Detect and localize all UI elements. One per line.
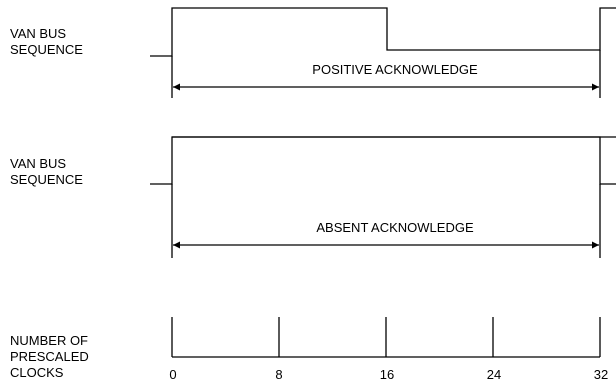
row2-label-line1: VAN BUS bbox=[10, 156, 66, 171]
clock-tick-label-0: 0 bbox=[169, 367, 176, 382]
clock-tick-label-32: 32 bbox=[594, 367, 608, 382]
positive-acknowledge-waveform bbox=[150, 7, 616, 57]
absent-acknowledge-caption: ABSENT ACKNOWLEDGE bbox=[316, 220, 474, 235]
positive-acknowledge-caption: POSITIVE ACKNOWLEDGE bbox=[312, 62, 478, 77]
row2-label-line2: SEQUENCE bbox=[10, 172, 83, 187]
row3-label-line3: CLOCKS bbox=[10, 365, 64, 380]
clock-tick-label-16: 16 bbox=[380, 367, 394, 382]
row1-label-line2: SEQUENCE bbox=[10, 42, 83, 57]
row3-label-line2: PRESCALED bbox=[10, 349, 89, 364]
absent-acknowledge-row: VAN BUS SEQUENCE ABSENT ACKNOWLEDGE bbox=[10, 136, 616, 258]
clock-tick-label-24: 24 bbox=[487, 367, 501, 382]
row3-label-line1: NUMBER OF bbox=[10, 333, 88, 348]
clock-tick-label-8: 8 bbox=[275, 367, 282, 382]
positive-acknowledge-row: VAN BUS SEQUENCE POSITIVE ACKNOWLEDGE bbox=[10, 7, 616, 98]
row1-label-line1: VAN BUS bbox=[10, 26, 66, 41]
prescaled-clocks-row: NUMBER OF PRESCALED CLOCKS 0 8 16 24 32 bbox=[10, 317, 608, 382]
absent-acknowledge-waveform bbox=[150, 136, 616, 185]
